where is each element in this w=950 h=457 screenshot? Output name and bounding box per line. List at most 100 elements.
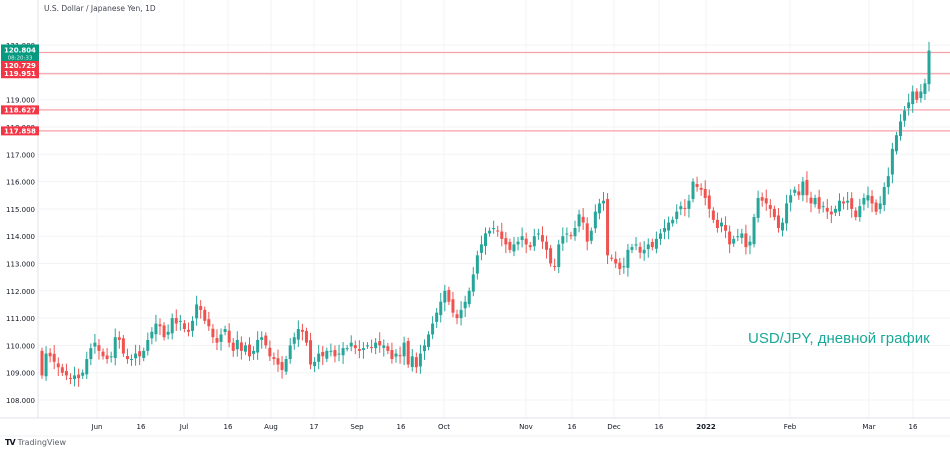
candle (549, 244, 553, 267)
time-tick-label: Mar (862, 423, 875, 431)
time-tick-label: Nov (519, 423, 533, 431)
candle (272, 352, 276, 366)
candle (752, 213, 756, 248)
candle (894, 131, 898, 155)
price-tick-label: 116.000 (6, 179, 35, 187)
candle (573, 220, 577, 241)
candle (215, 329, 219, 351)
candle (300, 323, 304, 341)
candle (878, 196, 882, 214)
candle (589, 227, 593, 245)
candle (793, 186, 797, 197)
candle (134, 344, 138, 366)
candle (410, 348, 414, 372)
candle (557, 239, 561, 274)
candle (89, 343, 93, 366)
time-tick-label: 17 (310, 423, 319, 431)
candle (683, 199, 687, 217)
candle (357, 340, 361, 359)
candle (463, 295, 467, 318)
candle (524, 232, 528, 254)
symbol-title: U.S. Dollar / Japanese Yen, 1D (44, 4, 156, 13)
price-tick-label: 117.000 (6, 151, 35, 159)
candle (728, 225, 732, 254)
candle (402, 336, 406, 366)
candle (923, 78, 927, 100)
level-price-badge (1, 69, 39, 79)
tradingview-logo[interactable]: TV TradingView (5, 438, 66, 447)
candle (199, 300, 203, 319)
candle (455, 309, 459, 325)
candle (492, 220, 496, 234)
time-tick-label: 16 (224, 423, 233, 431)
candle (707, 189, 711, 218)
candle (650, 238, 654, 251)
candle (663, 219, 667, 240)
candle (927, 41, 931, 92)
candle (264, 332, 268, 349)
candle (768, 199, 772, 218)
candle (435, 307, 439, 328)
candle (138, 345, 142, 366)
candle (565, 227, 569, 243)
candle (121, 335, 125, 357)
candle (903, 105, 907, 127)
candle (154, 314, 158, 342)
candle (854, 207, 858, 221)
candle (447, 286, 451, 305)
candle (561, 227, 565, 251)
price-axis[interactable]: 121.000119.000118.000117.000116.000115.0… (1, 42, 39, 405)
candle (846, 191, 850, 210)
candle (837, 193, 841, 216)
candle (349, 335, 353, 352)
time-axis[interactable]: Jun 16 Jul 16 Aug 17 Sep 16 Oct Nov 16 Dec 16 2022 Feb… (91, 423, 918, 431)
candle (695, 176, 699, 192)
candle (687, 194, 691, 218)
candles (40, 41, 931, 387)
candle (68, 373, 72, 385)
candle (862, 193, 866, 211)
level-price-badge (1, 60, 39, 70)
candle (622, 257, 626, 274)
candle (829, 205, 833, 224)
candle (479, 235, 483, 261)
candle (101, 348, 105, 360)
time-tick-label: Jun (91, 423, 103, 431)
candle (77, 368, 81, 387)
candle (158, 318, 162, 336)
candle (540, 226, 544, 250)
candle (508, 238, 512, 254)
candle (93, 333, 97, 354)
candle (500, 222, 504, 247)
candle (833, 205, 837, 216)
candle (353, 340, 357, 355)
candle (850, 192, 854, 218)
candle (471, 267, 475, 297)
candle (130, 354, 134, 366)
candle (431, 316, 435, 340)
candle (361, 342, 365, 359)
candle (496, 225, 500, 237)
candle (422, 339, 426, 360)
candle (646, 238, 650, 258)
candle (715, 212, 719, 233)
candle (610, 254, 614, 262)
candle (618, 258, 622, 275)
candle (740, 228, 744, 244)
candle (170, 313, 174, 340)
candle (801, 176, 805, 202)
level-price-badge (1, 126, 39, 136)
candle (512, 237, 516, 257)
candle (195, 295, 199, 326)
candle (125, 348, 129, 364)
candle (329, 343, 333, 357)
candle (211, 324, 215, 344)
candle (597, 198, 601, 220)
candle (614, 251, 618, 269)
candle (427, 331, 431, 351)
candle (890, 142, 894, 184)
candle (394, 348, 398, 363)
candle (719, 217, 723, 233)
